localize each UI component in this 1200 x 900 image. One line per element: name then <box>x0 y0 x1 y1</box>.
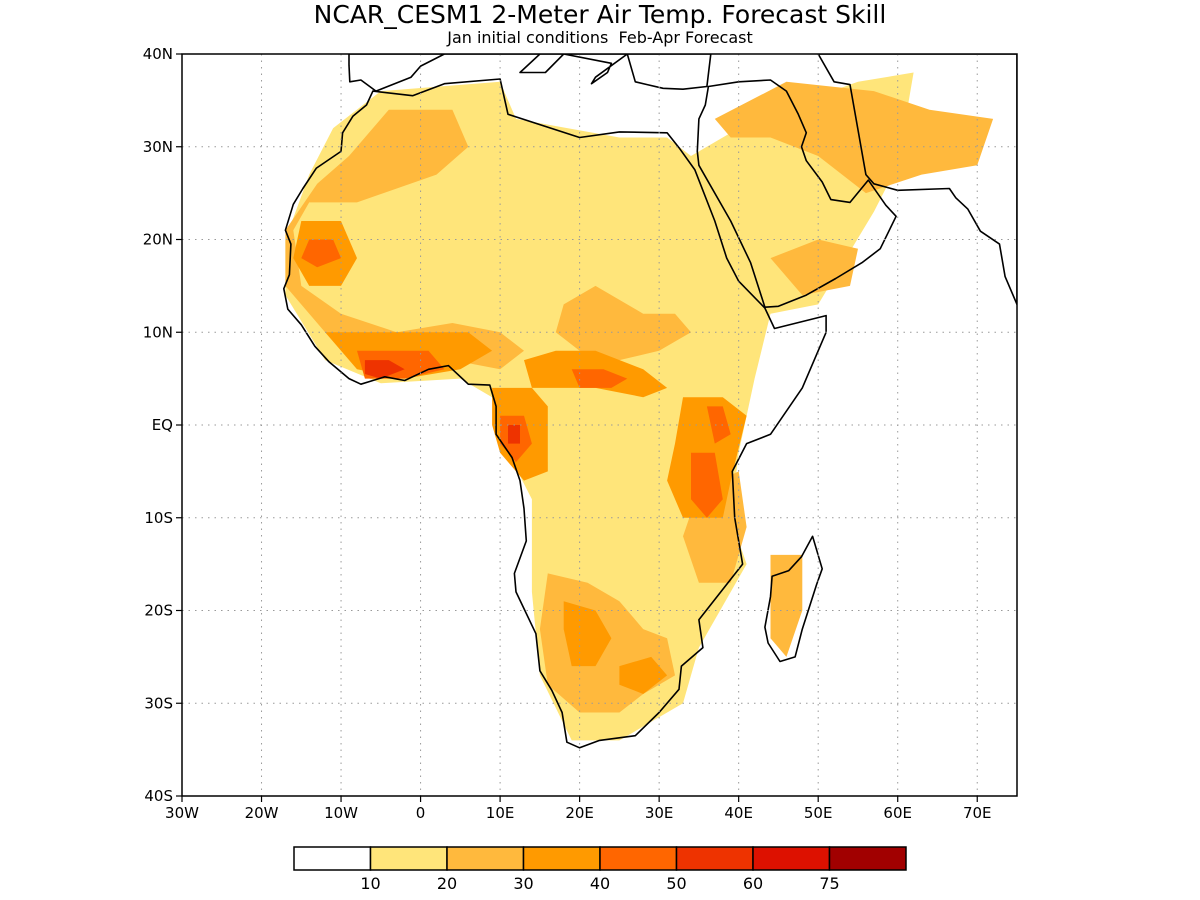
subtitle: Jan initial conditions Feb-Apr Forecast <box>446 28 753 47</box>
colorbar-label: 20 <box>437 874 457 893</box>
lat-tick-label: 30S <box>144 694 173 712</box>
skill-region-level-2 <box>770 554 803 657</box>
coastline-arabia <box>696 79 897 309</box>
map-plot-area: 40N 30N 20N 10N EQ 10S 20S 30S 40S 30W 20W 10W 0 10E… <box>143 45 1018 822</box>
lon-tick-label: 10W <box>324 804 358 822</box>
colorbar-swatch <box>828 846 907 871</box>
skill-region-level-3 <box>619 656 668 694</box>
skill-region-level-5 <box>508 425 520 444</box>
colorbar-swatch <box>369 846 448 871</box>
skill-region-level-5 <box>364 360 405 379</box>
coastline-madagascar <box>764 535 824 663</box>
colorbar-label: 40 <box>590 874 610 893</box>
title: NCAR_CESM1 2-Meter Air Temp. Forecast Sk… <box>314 0 887 29</box>
lon-tick-label: 20E <box>565 804 594 822</box>
colorbar-swatch <box>675 846 754 871</box>
colorbar-label: 60 <box>743 874 763 893</box>
colorbar-label: 50 <box>666 874 686 893</box>
coastline-asia-coast <box>817 54 1017 306</box>
lon-tick-label: 10E <box>486 804 515 822</box>
colorbar-swatch <box>293 846 372 871</box>
lon-tick-label: 50E <box>804 804 833 822</box>
lon-tick-label: 30E <box>645 804 674 822</box>
lat-tick-label: 10S <box>144 509 173 527</box>
coastline-europe-edge <box>348 54 712 92</box>
colorbar-label: 30 <box>513 874 533 893</box>
skill-region-level-2 <box>285 109 524 370</box>
longitude-axis: 30W 20W 10W 0 10E 20E 30E 40E 50E 60E 70E <box>165 804 991 822</box>
latitude-axis: 40N 30N 20N 10N EQ 10S 20S 30S 40S <box>143 45 173 805</box>
skill-region-level-4 <box>691 452 723 518</box>
coastline-layer <box>282 54 1017 749</box>
skill-region-level-4 <box>706 406 731 444</box>
colorbar-label: 75 <box>819 874 839 893</box>
lat-tick-label: 30N <box>143 138 173 156</box>
lon-tick-label: 20W <box>245 804 279 822</box>
lon-tick-label: 60E <box>883 804 912 822</box>
skill-region-level-4 <box>571 369 628 388</box>
colorbar-label: 10 <box>360 874 380 893</box>
skill-region-level-2 <box>770 239 858 296</box>
lat-tick-label: 20N <box>143 231 173 249</box>
map-frame <box>181 53 1018 797</box>
skill-region-level-2 <box>714 81 994 194</box>
colorbar: 10 20 30 40 50 60 75 <box>293 846 907 893</box>
skill-region-level-3 <box>563 601 612 667</box>
lon-tick-label: 70E <box>963 804 992 822</box>
colorbar-swatch <box>599 846 678 871</box>
gridlines <box>176 53 1017 802</box>
colorbar-swatch <box>522 846 601 871</box>
lon-tick-label: 40E <box>724 804 753 822</box>
coastline-africa <box>282 78 827 749</box>
colorbar-swatch <box>752 846 831 871</box>
lat-tick-label: 10N <box>143 323 173 341</box>
lat-tick-label: 40N <box>143 45 173 63</box>
lat-tick-label: EQ <box>152 416 173 434</box>
lon-tick-label: 30W <box>165 804 199 822</box>
lat-tick-label: 40S <box>144 787 173 805</box>
lat-tick-label: 20S <box>144 602 173 620</box>
skill-region-level-4 <box>301 239 341 268</box>
colorbar-swatch <box>446 846 525 871</box>
lon-tick-label: 0 <box>416 804 426 822</box>
skill-region-level-2 <box>555 285 691 361</box>
